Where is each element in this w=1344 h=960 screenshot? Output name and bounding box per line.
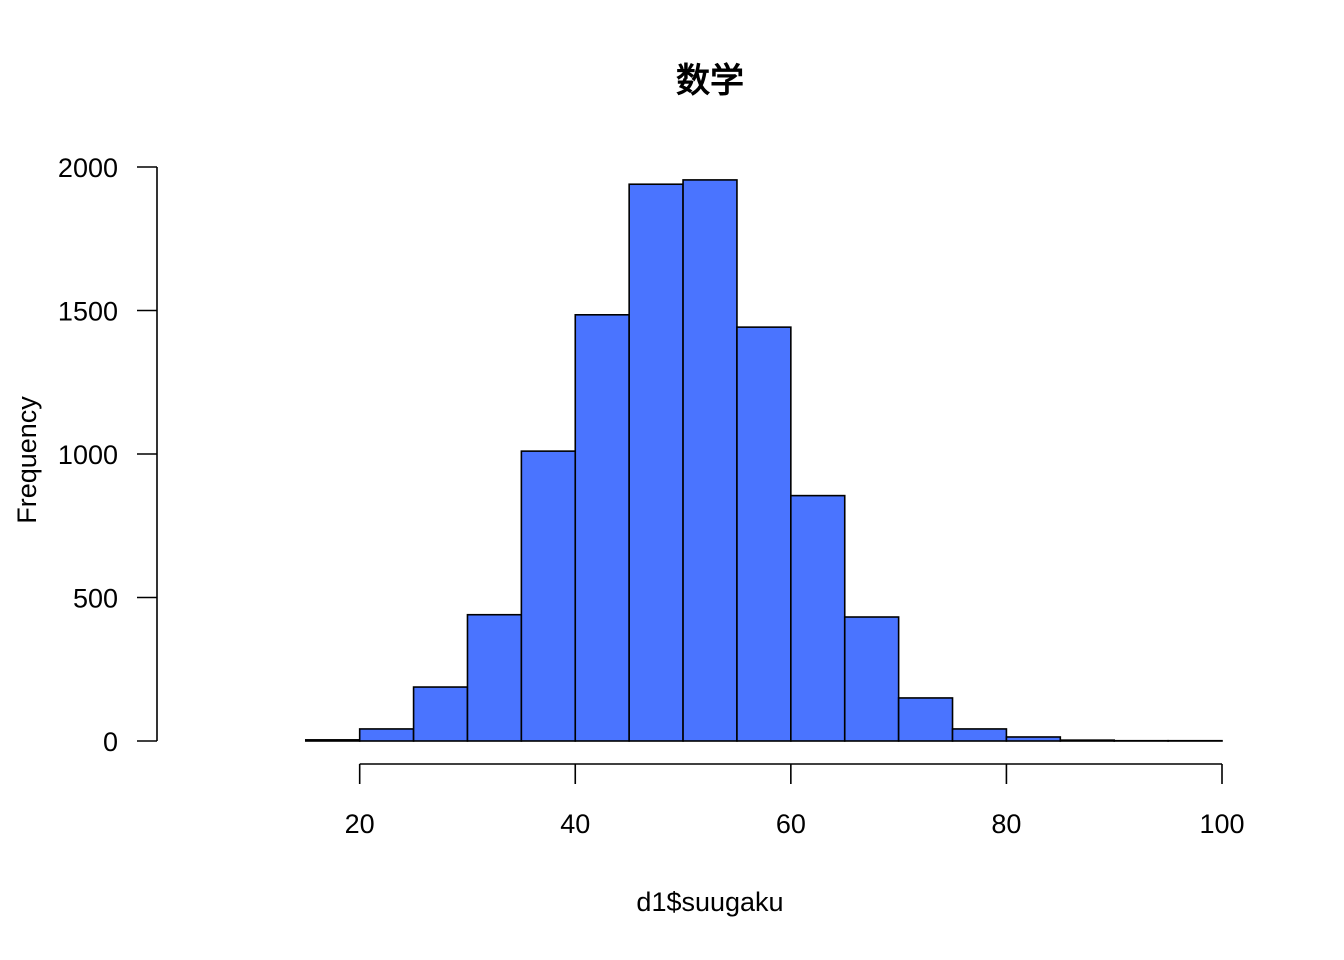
histogram-bar	[1005, 736, 1062, 742]
y-tick-label: 2000	[58, 153, 118, 183]
histogram-bar	[520, 450, 577, 742]
y-tick-label: 1500	[58, 297, 118, 327]
histogram-bar	[466, 613, 523, 742]
histogram-bar	[304, 739, 361, 742]
histogram-bar	[736, 326, 792, 742]
x-tick-label: 40	[560, 809, 590, 839]
y-tick-label: 1000	[58, 440, 118, 470]
histogram-bar	[628, 183, 684, 742]
y-axis-label: Frequency	[12, 396, 42, 524]
histogram-bar	[412, 686, 469, 742]
x-axis-label: d1$suugaku	[636, 887, 783, 917]
histogram-bar	[843, 616, 900, 742]
histogram-bar	[1059, 739, 1116, 742]
histogram-bar	[897, 697, 954, 742]
x-tick-label: 60	[776, 809, 806, 839]
y-tick-label: 500	[73, 584, 118, 614]
x-tick-label: 20	[345, 809, 375, 839]
histogram-bar	[951, 728, 1008, 742]
x-axis: 20 40 60 80 100	[345, 763, 1245, 839]
y-tick-label: 0	[103, 727, 118, 757]
y-axis: 0 500 1000 1500 2000	[58, 153, 158, 757]
x-tick-label: 80	[991, 809, 1021, 839]
histogram-bar	[574, 314, 630, 742]
histogram-bar	[790, 494, 846, 742]
histogram-bar	[682, 179, 738, 742]
histogram-bar	[358, 728, 415, 742]
chart-title: 数学	[676, 61, 744, 101]
histogram-bars	[304, 179, 1223, 742]
x-tick-label: 100	[1199, 809, 1244, 839]
